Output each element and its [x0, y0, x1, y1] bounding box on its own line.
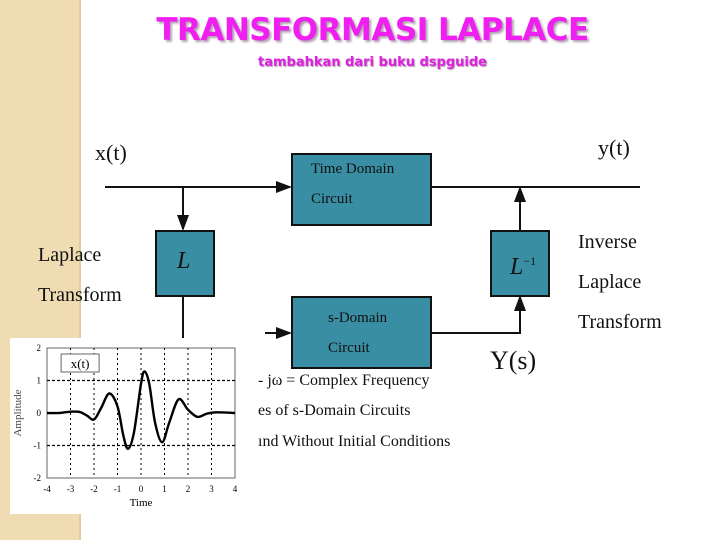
slide-title: TRANSFORMASI LAPLACE: [156, 12, 589, 48]
inverse-label-line3: Transform: [578, 311, 662, 333]
y-tick-label: 0: [37, 408, 42, 418]
bullet-1: - jω = Complex Frequency: [258, 372, 430, 389]
y-tick-label: 2: [37, 343, 42, 353]
y-axis-label: Amplitude: [12, 389, 24, 436]
y-tick-label: 1: [37, 376, 42, 386]
time-box-line2: Circuit: [311, 191, 353, 207]
inverse-sup: −1: [523, 254, 537, 268]
s-box-line2: Circuit: [328, 340, 370, 356]
x-tick-label: -2: [90, 484, 98, 494]
output-label: y(t): [598, 135, 630, 160]
laplace-transform-label: Laplace Transform: [38, 235, 122, 315]
x-tick-label: 4: [233, 484, 238, 494]
legend-box: [60, 353, 100, 373]
x-tick-label: -1: [114, 484, 122, 494]
time-domain-box: Time Domain Circuit: [291, 153, 432, 226]
x-tick-label: 1: [162, 484, 167, 494]
input-label: x(t): [95, 140, 127, 165]
y-tick-label: -2: [34, 473, 42, 483]
laplace-label-line1: Laplace: [38, 244, 102, 266]
x-axis-label: Time: [130, 497, 153, 509]
laplace-box: L: [155, 230, 215, 297]
bullet-2: es of s-Domain Circuits: [258, 402, 411, 419]
signal-line: [46, 370, 236, 450]
s-box-line1: s-Domain: [328, 310, 388, 326]
signal-chart: -4 -3 -2 -1 0 1 2 3 4 2 1 0 -1 -2 Time Amplitude x(t): [10, 338, 242, 514]
inverse-symbol: L−1: [510, 254, 536, 281]
bullet-3: ınd Without Initial Conditions: [258, 433, 451, 450]
slide-subtitle: tambahkan dari buku dspguide: [257, 55, 487, 70]
inverse-L: L: [510, 254, 524, 280]
x-tick-label: 0: [139, 484, 144, 494]
laplace-symbol: L: [177, 248, 191, 274]
inverse-label-line1: Inverse: [578, 231, 637, 253]
x-tick-label: 2: [186, 484, 191, 494]
inverse-laplace-box: L−1: [490, 230, 550, 297]
y-tick-label: -1: [34, 441, 42, 451]
legend-label: x(t): [71, 356, 90, 371]
x-tick-label: -3: [67, 484, 75, 494]
x-tick-label: 3: [209, 484, 214, 494]
laplace-label-line2: Transform: [38, 284, 122, 306]
s-domain-box: s-Domain Circuit: [291, 296, 432, 369]
x-tick-label: -4: [43, 484, 51, 494]
s-out-wire: [431, 295, 526, 334]
inverse-label-line2: Laplace: [578, 271, 642, 293]
time-box-line1: Time Domain: [311, 161, 395, 177]
inverse-laplace-label: Inverse Laplace Transform: [578, 222, 662, 342]
ys-label: Y(s): [490, 346, 537, 375]
